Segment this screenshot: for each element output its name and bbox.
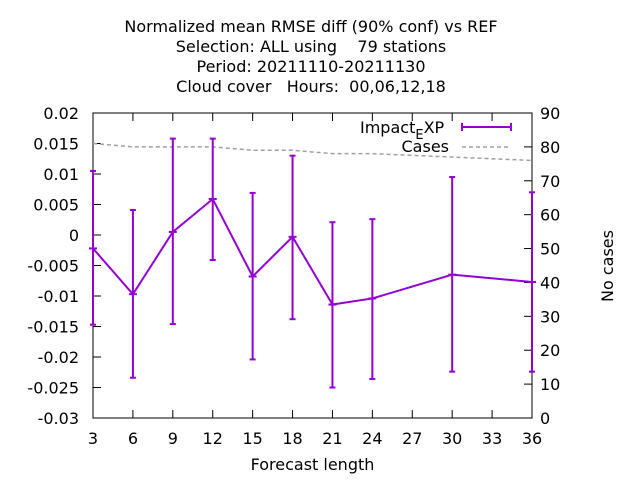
y-tick-label: -0.01 — [38, 287, 79, 306]
x-tick-label: 27 — [402, 429, 422, 448]
chart-title: Normalized mean RMSE diff (90% conf) vs … — [124, 17, 497, 96]
y2-tick-label: 30 — [540, 307, 560, 326]
y-tick-label: 0.02 — [43, 104, 79, 123]
x-tick-label: 24 — [362, 429, 382, 448]
y-tick-label: 0.005 — [33, 196, 79, 215]
y-tick-label: -0.02 — [38, 348, 79, 367]
y-tick-label: 0.015 — [33, 135, 79, 154]
y2-axis-label: No cases — [598, 230, 617, 302]
plot-frame — [92, 112, 533, 419]
x-tick-label: 9 — [168, 429, 178, 448]
y-tick-label: 0.01 — [43, 165, 79, 184]
title-line: Selection: ALL using 79 stations — [176, 37, 446, 56]
x-tick-label: 6 — [128, 429, 138, 448]
y2-tick-label: 40 — [540, 273, 560, 292]
y2-tick-label: 80 — [540, 138, 560, 157]
x-tick-label: 30 — [442, 429, 462, 448]
y2-tick-label: 10 — [540, 375, 560, 394]
y-tick-label: -0.03 — [38, 409, 79, 428]
y2-axis: 90 80 70 60 50 40 30 20 10 0 — [524, 104, 560, 428]
y2-tick-label: 50 — [540, 240, 560, 259]
y-axis: 0.02 0.015 0.01 0.005 0 -0.005 -0.01 -0.015 -0.0… — [27, 104, 101, 428]
x-tick-label: 36 — [522, 429, 542, 448]
title-line: Normalized mean RMSE diff (90% conf) vs … — [124, 17, 497, 36]
x-tick-label: 18 — [282, 429, 302, 448]
series-line-cases — [92, 142, 533, 162]
y2-tick-label: 0 — [540, 409, 550, 428]
y2-tick-label: 90 — [540, 104, 560, 123]
title-line: Period: 20211110-20211130 — [196, 57, 425, 76]
x-tick-label: 12 — [203, 429, 223, 448]
x-tick-label: 3 — [88, 429, 98, 448]
plot-series — [89, 137, 536, 389]
legend-label-cases: Cases — [402, 137, 450, 156]
y2-tick-label: 70 — [540, 172, 560, 191]
y2-tick-label: 20 — [540, 341, 560, 360]
title-line: Cloud cover Hours: 00,06,12,18 — [176, 77, 446, 96]
y-tick-label: 0 — [69, 226, 79, 245]
y-tick-label: -0.025 — [27, 379, 79, 398]
y-tick-label: -0.015 — [27, 318, 79, 337]
x-tick-label: 33 — [482, 429, 502, 448]
x-axis: 3 6 9 12 15 18 21 24 27 30 33 36 — [88, 113, 542, 448]
x-axis-label: Forecast length — [251, 455, 375, 474]
legend-label-impact: ImpactEXP — [360, 118, 445, 143]
x-tick-label: 21 — [322, 429, 342, 448]
y-tick-label: -0.005 — [27, 257, 79, 276]
y2-tick-label: 60 — [540, 206, 560, 225]
x-tick-label: 15 — [242, 429, 262, 448]
series-line-impact — [92, 197, 533, 306]
